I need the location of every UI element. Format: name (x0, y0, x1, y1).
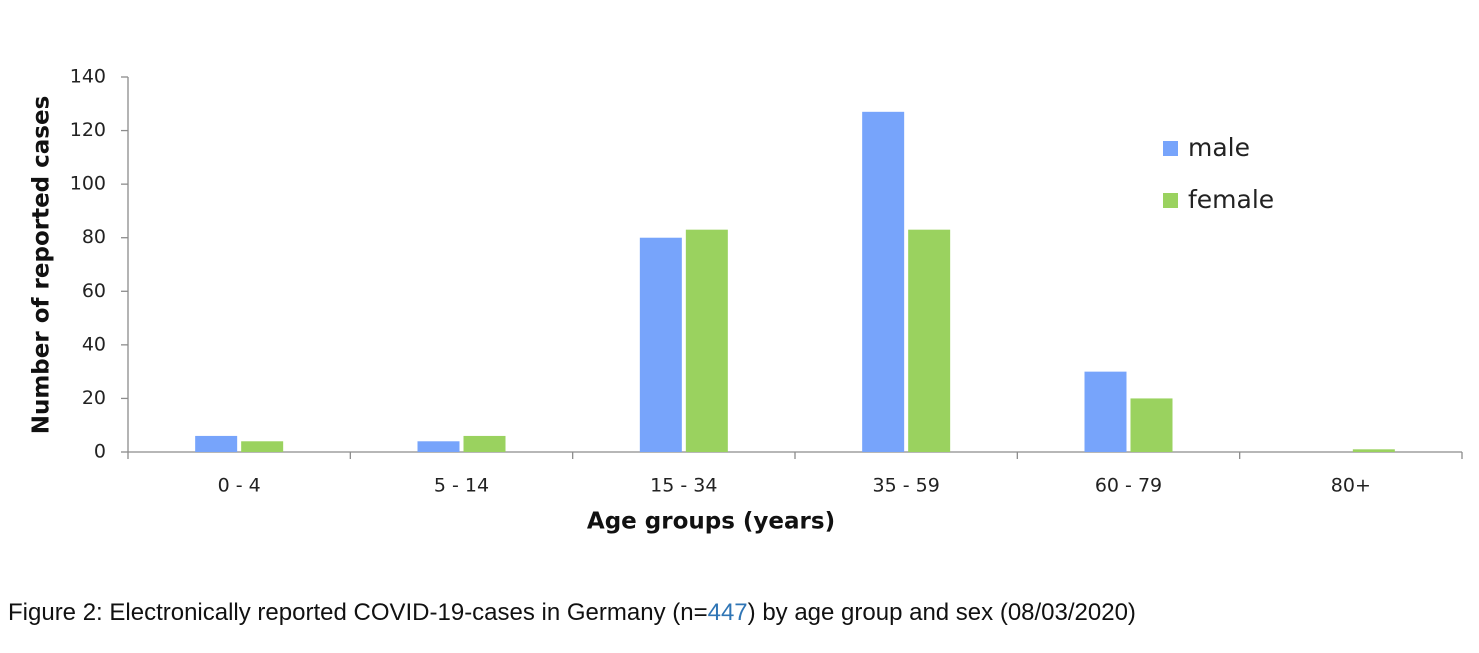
legend-label: female (1188, 185, 1274, 214)
caption-text: ) by age group and sex (08/03/2020) (748, 599, 1136, 626)
x-tick-label: 5 - 14 (434, 475, 489, 497)
y-tick-label: 140 (70, 66, 106, 88)
y-tick-label: 120 (70, 119, 106, 141)
caption: Figure 2: Electronically reported COVID-… (8, 599, 1136, 626)
y-axis-title: Number of reported cases (29, 96, 55, 435)
y-tick-label: 0 (94, 441, 106, 463)
y-tick-label: 100 (70, 173, 106, 195)
bar (639, 237, 682, 452)
bar (862, 111, 905, 453)
x-tick-label: 15 - 34 (650, 475, 717, 497)
bar (1130, 398, 1173, 452)
bar (463, 435, 506, 452)
bar (417, 441, 460, 452)
y-tick-label: 80 (82, 226, 106, 248)
bar (195, 435, 238, 452)
x-tick-label: 60 - 79 (1095, 475, 1162, 497)
legend-label: male (1188, 133, 1250, 162)
y-tick-label: 20 (82, 387, 106, 409)
bar (908, 229, 951, 452)
x-tick-label: 35 - 59 (873, 475, 940, 497)
x-tick-label: 80+ (1331, 475, 1371, 497)
y-tick-label: 60 (82, 280, 106, 302)
bar (241, 441, 284, 452)
legend-swatch (1163, 193, 1178, 208)
bar (685, 229, 728, 452)
y-tick-label: 40 (82, 333, 106, 355)
x-axis-title: Age groups (years) (587, 509, 835, 535)
bar (1084, 371, 1127, 452)
x-tick-label: 0 - 4 (218, 475, 261, 497)
legend-swatch (1163, 141, 1178, 156)
bar (1352, 449, 1395, 452)
caption-n: 447 (708, 599, 748, 626)
caption-text: Figure 2: Electronically reported COVID-… (8, 599, 708, 626)
